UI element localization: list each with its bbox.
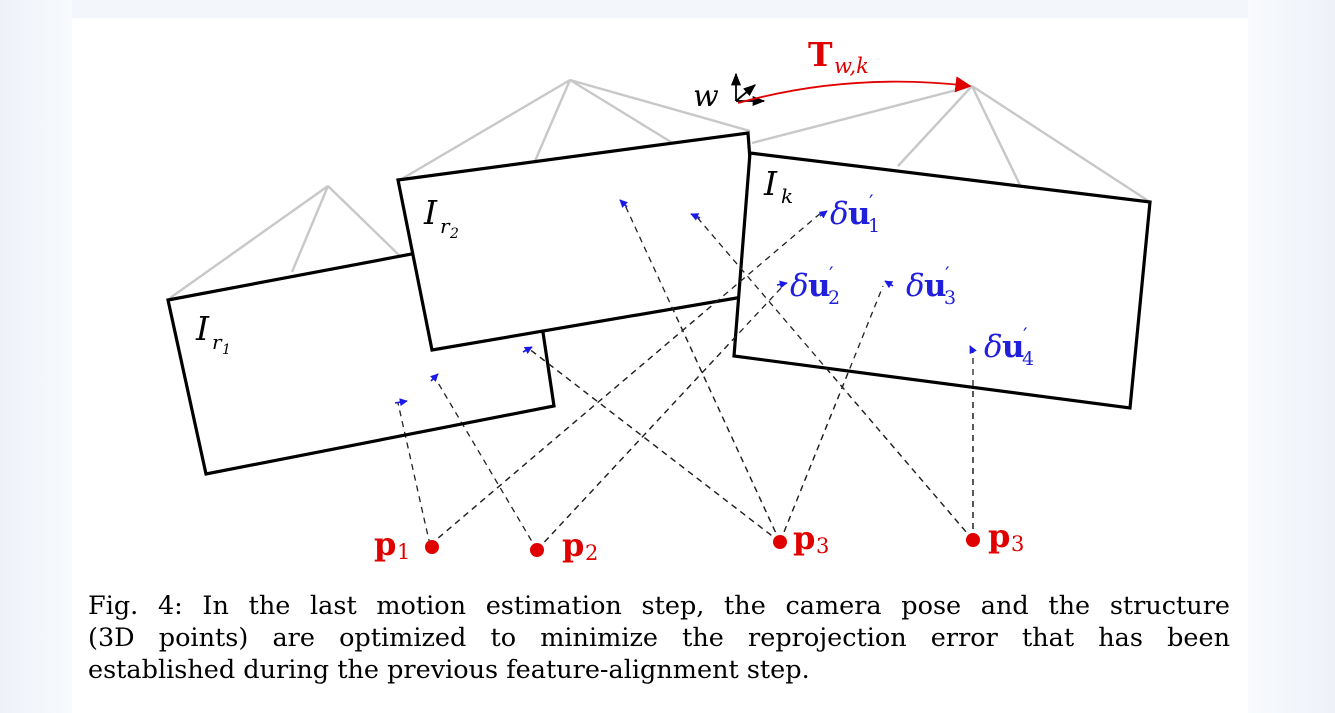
residual-label-3: δ u ′ 3 <box>906 262 956 309</box>
residual-1-prime: ′ <box>869 190 874 214</box>
frame-label-k: I <box>763 164 778 203</box>
frame-label-k-sub: k <box>781 184 793 208</box>
residual-label-2: δ u ′ 2 <box>790 262 840 309</box>
transform-subscript: w,k <box>834 54 869 78</box>
frustum-k <box>751 84 1151 204</box>
transform-label: T <box>808 35 833 74</box>
viewer-margin-right <box>1248 0 1335 713</box>
point-3a: p 3 <box>773 519 829 558</box>
residual-4-vec: u <box>1002 329 1025 365</box>
point-1: p 1 <box>374 525 439 564</box>
transform-arrow <box>737 76 972 104</box>
point-2-symbol: p <box>562 526 584 564</box>
point-1-index: 1 <box>397 540 410 564</box>
residual-arrows <box>394 199 977 407</box>
residual-4-index: 4 <box>1022 348 1034 370</box>
frame-label-r1: I <box>195 309 210 348</box>
residual-4-delta: δ <box>984 329 1003 365</box>
image-plane-r1 <box>166 230 556 476</box>
residual-2-vec: u <box>808 268 831 304</box>
caption-line-2: (3D points) are optimized to minimize th… <box>88 623 1230 653</box>
frustum-r2 <box>399 78 751 182</box>
residual-3-prime: ′ <box>945 262 950 286</box>
frame-label-r2-subsub: 2 <box>449 226 459 242</box>
residual-2-index: 2 <box>828 287 840 309</box>
viewer-margin-left <box>0 0 72 713</box>
frame-label-r1-sub: r <box>212 330 223 354</box>
point-3b: p 3 <box>966 517 1024 556</box>
residual-3-delta: δ <box>906 268 925 304</box>
point-2: p 2 <box>530 526 598 565</box>
point-2-dot <box>530 543 544 557</box>
residual-label-4: δ u ′ 4 <box>984 323 1034 370</box>
point-3a-dot <box>773 535 787 549</box>
frustum-r1 <box>169 185 401 299</box>
residual-1-delta: δ <box>830 196 849 232</box>
residual-1-vec: u <box>848 196 871 232</box>
frame-label-r1-subsub: 1 <box>222 342 231 358</box>
world-frame-axes <box>730 72 766 107</box>
image-plane-k <box>732 151 1152 410</box>
figure-caption: Fig. 4: In the last motion estimation st… <box>88 590 1230 686</box>
point-3a-index: 3 <box>816 534 829 558</box>
caption-line-1: Fig. 4: In the last motion estimation st… <box>88 591 1230 621</box>
point-1-dot <box>425 540 439 554</box>
world-frame-label: w <box>693 79 719 114</box>
residual-label-1: δ u ′ 1 <box>830 190 880 237</box>
reprojection-rays-front <box>429 202 974 551</box>
residual-1-index: 1 <box>868 215 880 237</box>
residual-3-index: 3 <box>944 287 956 309</box>
point-3a-symbol: p <box>793 519 815 557</box>
point-3b-index: 3 <box>1011 532 1024 556</box>
residual-2-delta: δ <box>790 268 809 304</box>
caption-line-3: established during the previous feature-… <box>88 655 810 685</box>
point-2-index: 2 <box>585 541 598 565</box>
frame-label-r2: I <box>423 193 438 232</box>
figure-4-diagram: w T w,k I r 1 I r 2 I k δ u ′ 1 δ u ′ 2 … <box>166 35 1152 565</box>
residual-3-vec: u <box>924 268 947 304</box>
frame-label-r2-sub: r <box>440 214 451 238</box>
residual-4-prime: ′ <box>1023 323 1028 347</box>
residual-2-prime: ′ <box>829 262 834 286</box>
point-3b-symbol: p <box>988 517 1010 555</box>
point-1-symbol: p <box>374 525 396 563</box>
point-3b-dot <box>966 533 980 547</box>
